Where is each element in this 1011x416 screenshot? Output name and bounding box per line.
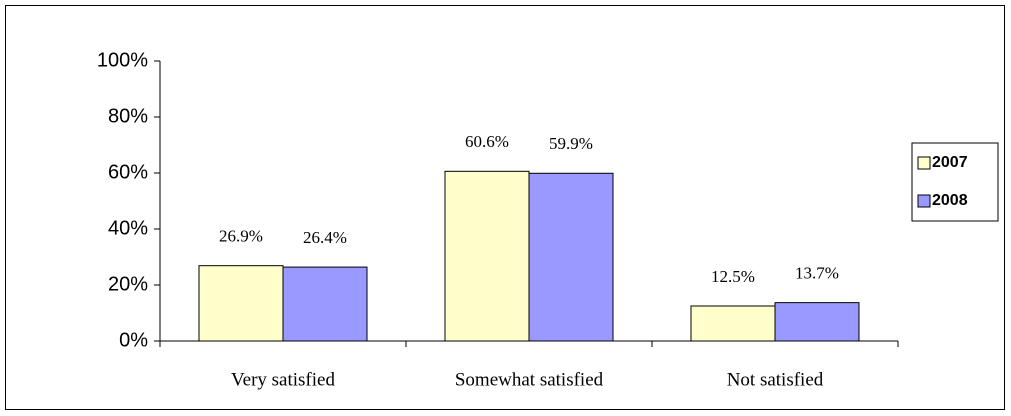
y-tick-label: 80%	[108, 105, 148, 127]
y-tick-label: 40%	[108, 217, 148, 239]
y-tick-label: 0%	[119, 329, 148, 351]
x-tick-label: Very satisfied	[231, 369, 335, 390]
legend-swatch	[917, 156, 931, 170]
x-tick-label: Somewhat satisfied	[455, 369, 604, 390]
y-tick-label: 60%	[108, 161, 148, 183]
data-label: 26.4%	[303, 228, 347, 247]
bar	[774, 302, 860, 342]
legend-box	[911, 142, 999, 222]
y-tick-label: 100%	[97, 49, 148, 71]
x-tick-label: Not satisfied	[727, 369, 824, 390]
legend-swatch	[917, 194, 931, 208]
data-label: 26.9%	[219, 227, 263, 246]
legend-label: 2007	[932, 154, 968, 171]
data-label: 59.9%	[549, 134, 593, 153]
bar	[528, 172, 614, 342]
bar	[282, 266, 368, 342]
bar	[444, 170, 530, 342]
bar	[690, 305, 776, 342]
data-label: 12.5%	[711, 267, 755, 286]
data-label: 13.7%	[795, 264, 839, 283]
legend-label: 2008	[932, 192, 968, 209]
y-tick-label: 20%	[108, 273, 148, 295]
bar	[198, 265, 284, 342]
data-label: 60.6%	[465, 132, 509, 151]
